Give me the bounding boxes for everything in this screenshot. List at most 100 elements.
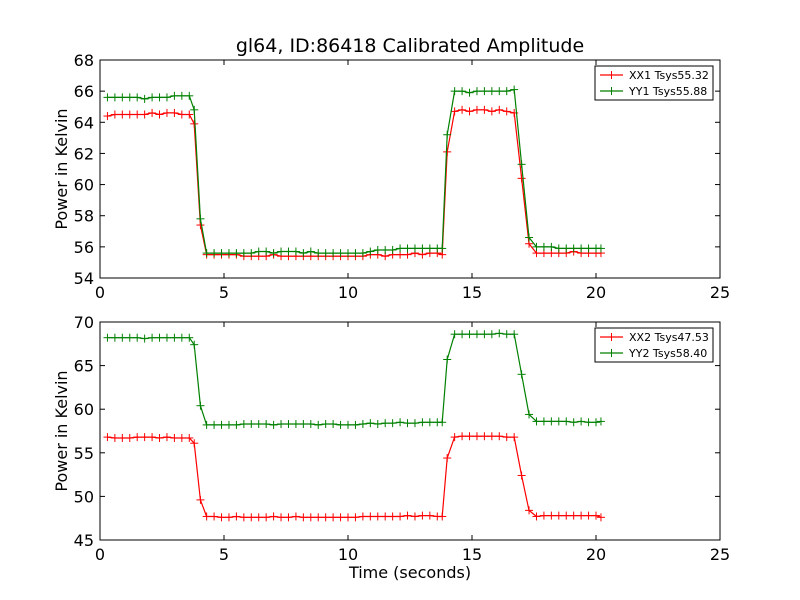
data-point — [562, 511, 571, 520]
data-point — [291, 247, 300, 256]
x-tick-label: 20 — [586, 283, 606, 302]
data-point — [140, 334, 149, 343]
data-point — [502, 107, 511, 116]
data-point — [344, 249, 352, 258]
x-tick-label: 10 — [338, 283, 358, 302]
y-tick-label: 66 — [74, 82, 94, 101]
data-point — [344, 513, 352, 522]
data-point — [103, 433, 112, 442]
x-tick-label: 25 — [710, 283, 730, 302]
data-point — [425, 244, 434, 253]
data-point — [202, 512, 211, 521]
data-point — [351, 420, 360, 429]
data-point — [443, 355, 452, 364]
series-yy2 — [103, 329, 605, 429]
data-point — [321, 513, 330, 522]
data-point — [210, 420, 219, 429]
data-point — [148, 93, 157, 102]
y-tick-label: 50 — [74, 487, 94, 506]
data-point — [110, 93, 119, 102]
y-tick-label: 60 — [74, 400, 94, 419]
series-xx2 — [103, 432, 605, 522]
y-tick-label: 55 — [74, 444, 94, 463]
y-tick-label: 64 — [74, 113, 94, 132]
legend-label: YY2 Tsys58.40 — [628, 347, 707, 360]
data-point — [262, 420, 271, 429]
data-point — [418, 511, 427, 520]
data-point — [465, 88, 474, 97]
data-point — [450, 87, 459, 96]
data-point — [472, 432, 481, 441]
data-point — [177, 433, 186, 442]
data-point — [148, 108, 157, 117]
data-point — [517, 174, 526, 183]
y-axis-label: Power in Kelvin — [52, 370, 71, 491]
data-point — [247, 513, 256, 522]
y-tick-label: 45 — [74, 531, 94, 550]
data-point — [110, 110, 119, 119]
data-point — [277, 247, 286, 256]
data-point — [133, 93, 142, 102]
data-point — [458, 432, 467, 441]
data-point — [239, 249, 248, 258]
data-point — [277, 420, 286, 429]
data-point — [450, 433, 459, 442]
data-point — [329, 249, 338, 258]
data-point — [403, 244, 412, 253]
data-point — [517, 160, 526, 169]
data-point — [403, 511, 412, 520]
data-point — [517, 471, 526, 480]
chart-title: gl64, ID:86418 Calibrated Amplitude — [236, 35, 584, 57]
data-point — [133, 110, 142, 119]
data-point — [388, 512, 397, 521]
data-point — [450, 107, 459, 116]
data-point — [103, 93, 112, 102]
data-point — [232, 249, 241, 258]
legend-item: XX1 Tsys55.32 — [600, 69, 709, 82]
data-point — [291, 420, 300, 429]
data-point — [569, 418, 578, 427]
data-point — [584, 511, 593, 520]
data-point — [239, 420, 248, 429]
data-point — [247, 420, 256, 429]
data-point — [254, 513, 263, 522]
data-point — [185, 110, 194, 119]
data-point — [547, 417, 556, 426]
data-point — [118, 93, 127, 102]
data-point — [196, 214, 205, 223]
legend-box — [594, 327, 714, 363]
data-point — [547, 242, 556, 251]
data-point — [373, 512, 382, 521]
data-point — [584, 244, 593, 253]
legend-label: XX2 Tsys47.53 — [629, 331, 709, 344]
x-tick-label: 5 — [219, 283, 229, 302]
data-point — [539, 511, 548, 520]
data-point — [140, 433, 149, 442]
y-tick-label: 62 — [74, 144, 94, 163]
plot-frame — [99, 59, 721, 279]
data-point — [539, 417, 548, 426]
bottom-panel: 0 5 10 15 20 25 45 50 55 60 65 70 Power in Kelvin Tim… — [52, 313, 730, 582]
data-point — [465, 107, 474, 116]
data-point — [487, 330, 496, 339]
data-point — [465, 330, 474, 339]
data-point — [148, 333, 157, 342]
data-point — [525, 506, 534, 515]
data-point — [373, 420, 382, 429]
data-point — [554, 244, 563, 253]
data-point — [410, 244, 419, 253]
data-point — [306, 513, 315, 522]
legend-label: XX1 Tsys55.32 — [629, 69, 709, 82]
data-point — [299, 249, 308, 258]
legend-item: YY1 Tsys55.88 — [600, 85, 707, 98]
data-point — [210, 512, 219, 521]
data-point — [410, 419, 419, 428]
data-point — [170, 91, 179, 100]
data-point — [190, 105, 199, 114]
data-point — [202, 420, 211, 429]
data-point — [162, 433, 171, 442]
data-point — [554, 511, 563, 520]
series-yy1 — [103, 85, 605, 258]
data-point — [443, 454, 452, 463]
data-point — [487, 87, 496, 96]
